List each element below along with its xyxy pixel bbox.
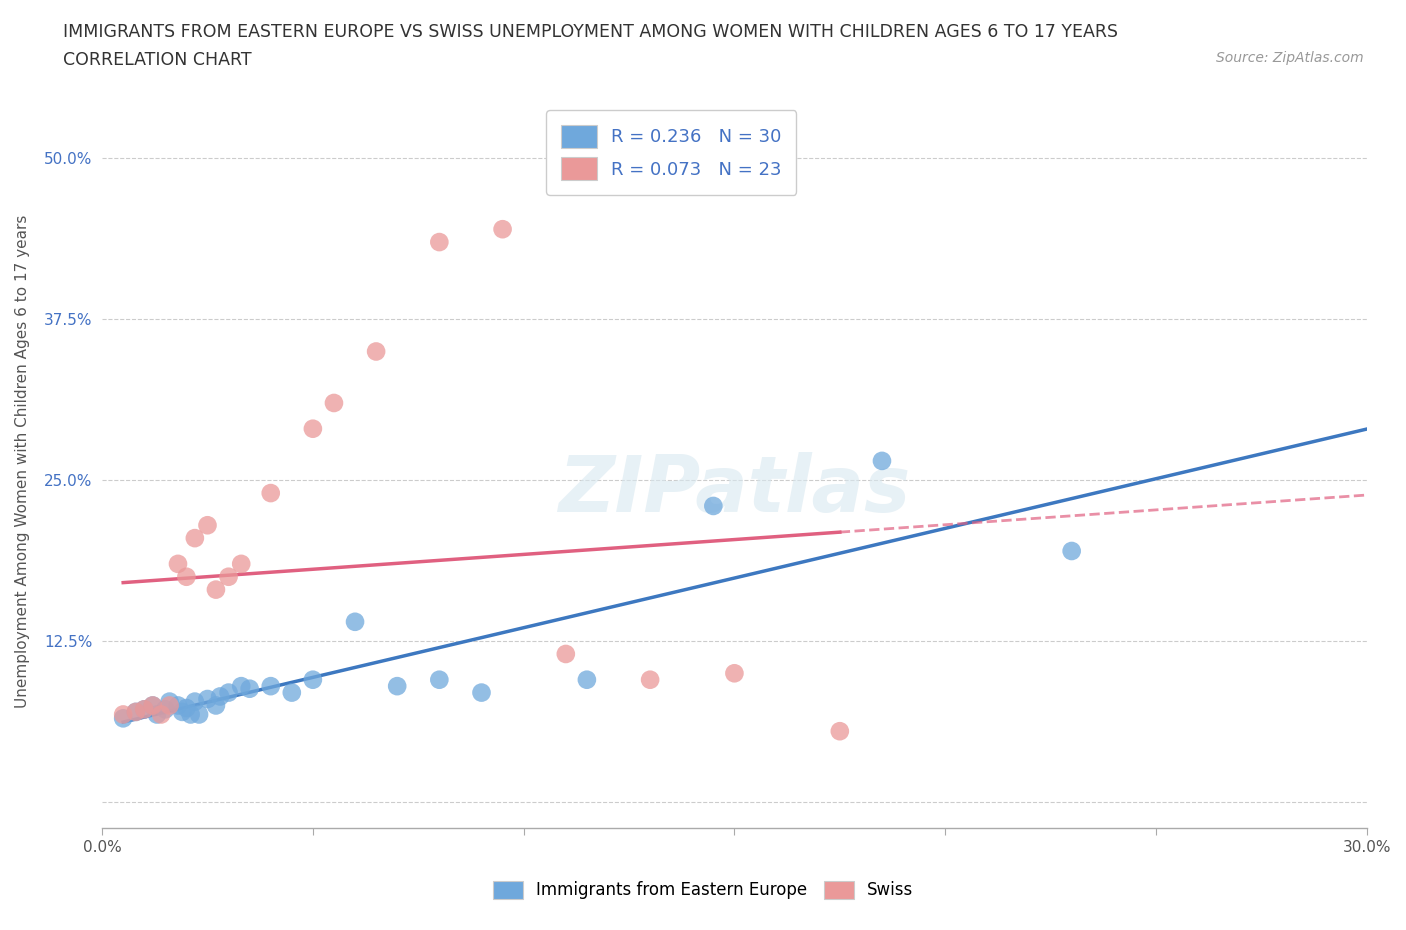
Point	[323, 395, 346, 410]
Y-axis label: Unemployment Among Women with Children Ages 6 to 17 years: Unemployment Among Women with Children A…	[15, 214, 30, 708]
Point	[870, 454, 893, 469]
Point	[1060, 543, 1083, 558]
Point	[172, 704, 194, 719]
Point	[125, 704, 148, 719]
Point	[176, 700, 198, 715]
Point	[491, 221, 513, 236]
Point	[281, 685, 304, 700]
Point	[344, 615, 367, 630]
Point	[112, 711, 135, 725]
Point	[218, 685, 240, 700]
Point	[239, 682, 262, 697]
Point	[218, 569, 240, 584]
Point	[231, 679, 253, 694]
Point	[142, 698, 165, 713]
Point	[302, 421, 325, 436]
Point	[554, 646, 576, 661]
Point	[197, 692, 219, 707]
Point	[180, 707, 202, 722]
Point	[142, 698, 165, 713]
Point	[159, 694, 181, 709]
Point	[723, 666, 745, 681]
Point	[260, 485, 283, 500]
Point	[231, 556, 253, 571]
Point	[205, 698, 228, 713]
Point	[366, 344, 388, 359]
Point	[828, 724, 851, 738]
Text: IMMIGRANTS FROM EASTERN EUROPE VS SWISS UNEMPLOYMENT AMONG WOMEN WITH CHILDREN A: IMMIGRANTS FROM EASTERN EUROPE VS SWISS …	[63, 23, 1118, 41]
Point	[205, 582, 228, 597]
Point	[150, 707, 173, 722]
Point	[385, 679, 408, 694]
Point	[176, 569, 198, 584]
Point	[302, 672, 325, 687]
Text: ZIPatlas: ZIPatlas	[558, 452, 911, 528]
Point	[184, 531, 207, 546]
Point	[112, 707, 135, 722]
Point	[638, 672, 661, 687]
Point	[470, 685, 492, 700]
Point	[146, 707, 169, 722]
Point	[188, 707, 211, 722]
Point	[134, 702, 156, 717]
Legend: Immigrants from Eastern Europe, Swiss: Immigrants from Eastern Europe, Swiss	[484, 872, 922, 908]
Point	[197, 518, 219, 533]
Point	[260, 679, 283, 694]
Point	[184, 694, 207, 709]
Text: CORRELATION CHART: CORRELATION CHART	[63, 51, 252, 69]
Point	[159, 698, 181, 713]
Text: Source: ZipAtlas.com: Source: ZipAtlas.com	[1216, 51, 1364, 65]
Point	[167, 698, 190, 713]
Point	[427, 672, 450, 687]
Point	[702, 498, 724, 513]
Point	[575, 672, 598, 687]
Point	[209, 689, 232, 704]
Point	[427, 234, 450, 249]
Point	[125, 704, 148, 719]
Legend: R = 0.236   N = 30, R = 0.073   N = 23: R = 0.236 N = 30, R = 0.073 N = 23	[546, 111, 796, 194]
Point	[155, 702, 177, 717]
Point	[167, 556, 190, 571]
Point	[134, 702, 156, 717]
